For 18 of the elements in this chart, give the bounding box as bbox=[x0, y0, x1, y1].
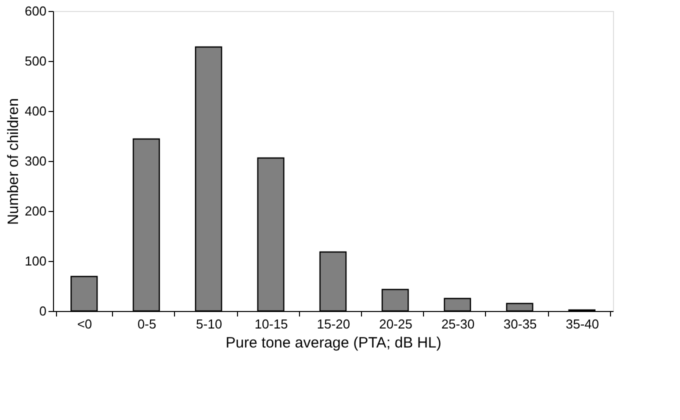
x-tick-label: <0 bbox=[77, 316, 92, 332]
y-tick-label: 0 bbox=[39, 304, 46, 318]
x-tick-label: 30-35 bbox=[504, 316, 537, 332]
x-tick-label: 0-5 bbox=[137, 316, 156, 332]
x-tick-label: 15-20 bbox=[316, 316, 350, 332]
y-axis-title: Number of children bbox=[4, 98, 22, 225]
x-tick-label: 10-15 bbox=[254, 316, 288, 332]
x-tick-label: 20-25 bbox=[379, 316, 412, 332]
x-tick-label: 25-30 bbox=[441, 316, 475, 332]
y-tick-label: 400 bbox=[24, 104, 46, 118]
y-tick-label: 500 bbox=[24, 54, 46, 68]
x-axis-title: Pure tone average (PTA; dB HL) bbox=[226, 334, 442, 352]
y-tick-label: 200 bbox=[24, 204, 46, 218]
y-tick-label: 600 bbox=[24, 4, 46, 18]
y-tick-label: 100 bbox=[24, 254, 46, 268]
x-tick-label: 35-40 bbox=[566, 316, 600, 332]
y-tick-label: 300 bbox=[24, 154, 46, 168]
x-tick-label: 5-10 bbox=[196, 316, 222, 332]
